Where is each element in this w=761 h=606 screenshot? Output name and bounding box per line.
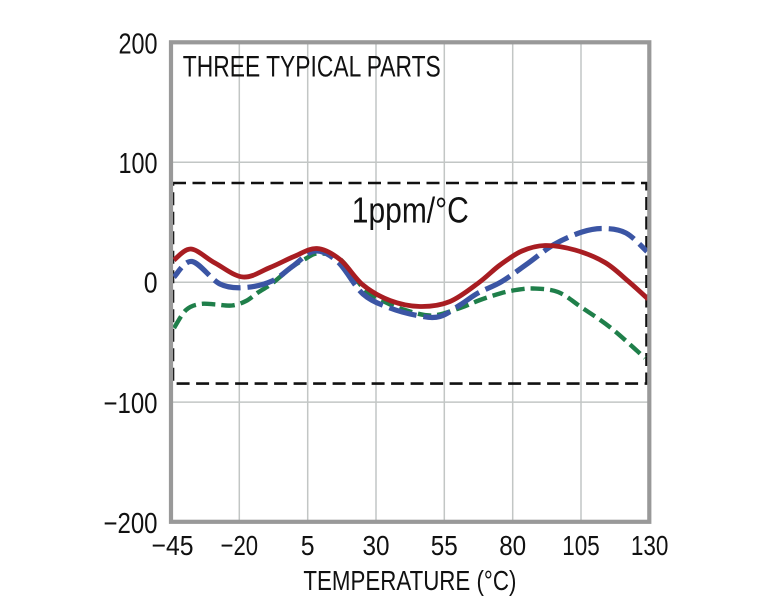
- svg-text:−20: −20: [221, 530, 259, 561]
- svg-text:−45: −45: [152, 530, 194, 561]
- svg-text:130: 130: [631, 530, 669, 561]
- svg-text:0: 0: [144, 268, 158, 300]
- svg-text:TEMPERATURE (°C): TEMPERATURE (°C): [303, 565, 516, 596]
- svg-text:THREE TYPICAL PARTS: THREE TYPICAL PARTS: [183, 51, 441, 84]
- svg-text:80: 80: [499, 530, 526, 561]
- svg-text:5: 5: [301, 530, 315, 561]
- svg-text:55: 55: [431, 530, 458, 561]
- svg-text:1ppm/°C: 1ppm/°C: [352, 190, 469, 231]
- svg-text:−200: −200: [104, 508, 158, 540]
- svg-text:200: 200: [119, 28, 158, 60]
- svg-text:105: 105: [562, 530, 600, 561]
- svg-text:100: 100: [119, 148, 158, 180]
- svg-text:30: 30: [363, 530, 390, 561]
- svg-text:−100: −100: [104, 388, 158, 420]
